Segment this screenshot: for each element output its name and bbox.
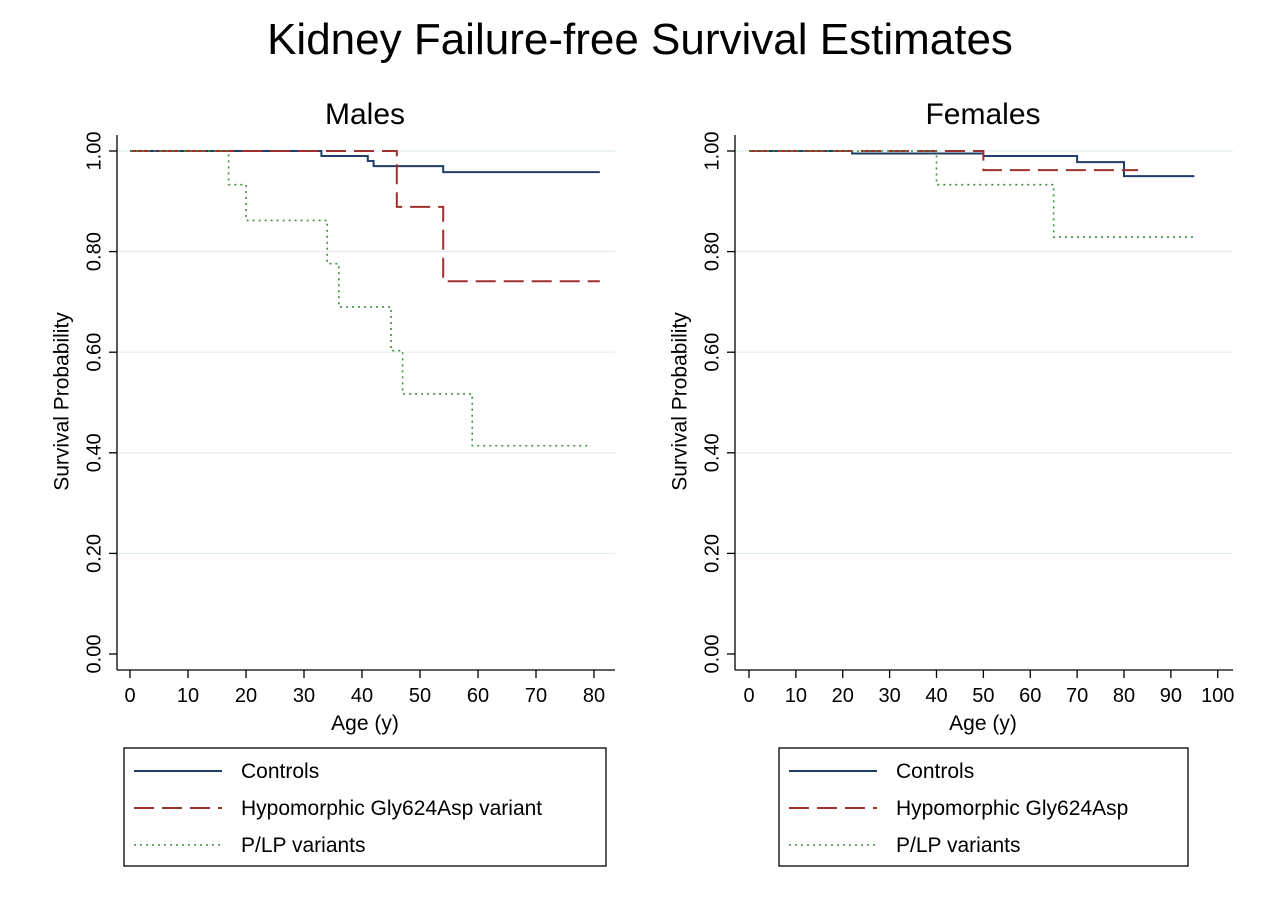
chart-panel-females: 0.00 0.20 0.40 0.60 0.80 1.00 0 10 20 30 40 50 60 70 8…: [669, 98, 1234, 867]
x-tick-label: 60: [1019, 685, 1041, 707]
x-tick-label: 20: [832, 685, 854, 707]
x-axis-title: Age (y): [949, 712, 1017, 735]
x-tick-label: 20: [235, 685, 257, 707]
legend-label: P/LP variants: [241, 834, 366, 857]
legend-label: P/LP variants: [896, 834, 1021, 857]
y-axis-title: Survival Probability: [669, 312, 692, 491]
legend-label: Hypomorphic Gly624Asp variant: [241, 797, 542, 820]
y-axis-title: Survival Probability: [51, 312, 74, 491]
x-tick-label: 30: [293, 685, 315, 707]
x-tick-label: 70: [525, 685, 547, 707]
y-tick-label: 0.00: [83, 635, 105, 674]
figure-title: Kidney Failure-free Survival Estimates: [267, 15, 1013, 64]
x-tick-label: 50: [409, 685, 431, 707]
x-tick-label: 60: [467, 685, 489, 707]
x-axis-title: Age (y): [331, 712, 399, 735]
legend-label: Hypomorphic Gly624Asp: [896, 797, 1128, 820]
x-tick-label: 0: [124, 685, 135, 707]
y-tick-label: 0.40: [701, 433, 723, 472]
chart-panel-males: 0.00 0.20 0.40 0.60 0.80 1.00 0 10 20 30 40 50 60 70 8…: [51, 98, 615, 867]
x-tick-label: 40: [351, 685, 373, 707]
x-tick-label: 80: [583, 685, 605, 707]
legend: Controls Hypomorphic Gly624Asp variant P/L…: [123, 747, 607, 867]
y-tick-label: 0.20: [83, 534, 105, 573]
y-tick-label: 0.40: [83, 433, 105, 472]
series-line-plp: [130, 150, 589, 447]
panel-title: Females: [925, 98, 1040, 131]
panel-title: Males: [325, 98, 405, 131]
y-tick-label: 0.80: [83, 232, 105, 271]
y-tick-label: 0.80: [701, 232, 723, 271]
y-tick-label: 0.60: [701, 333, 723, 372]
series-line-hypomorphic: [749, 150, 1139, 172]
y-tick-label: 1.00: [701, 132, 723, 171]
x-tick-label: 40: [925, 685, 947, 707]
x-tick-label: 0: [743, 685, 754, 707]
x-tick-label: 50: [972, 685, 994, 707]
x-tick-label: 100: [1201, 685, 1234, 707]
legend: Controls Hypomorphic Gly624Asp P/LP varian…: [778, 747, 1189, 867]
y-tick-label: 0.60: [83, 333, 105, 372]
y-tick-label: 0.00: [701, 635, 723, 674]
x-tick-label: 30: [879, 685, 901, 707]
series-line-controls: [749, 150, 1195, 178]
series-line-plp: [749, 150, 1195, 238]
y-tick-label: 0.20: [701, 534, 723, 573]
x-tick-label: 10: [177, 685, 199, 707]
legend-label: Controls: [896, 760, 974, 783]
y-tick-label: 1.00: [83, 132, 105, 171]
series-line-controls: [130, 150, 600, 174]
legend-label: Controls: [241, 760, 319, 783]
x-tick-label: 90: [1160, 685, 1182, 707]
x-tick-label: 80: [1113, 685, 1135, 707]
x-tick-label: 10: [785, 685, 807, 707]
series-line-hypomorphic: [130, 150, 600, 283]
x-tick-label: 70: [1066, 685, 1088, 707]
